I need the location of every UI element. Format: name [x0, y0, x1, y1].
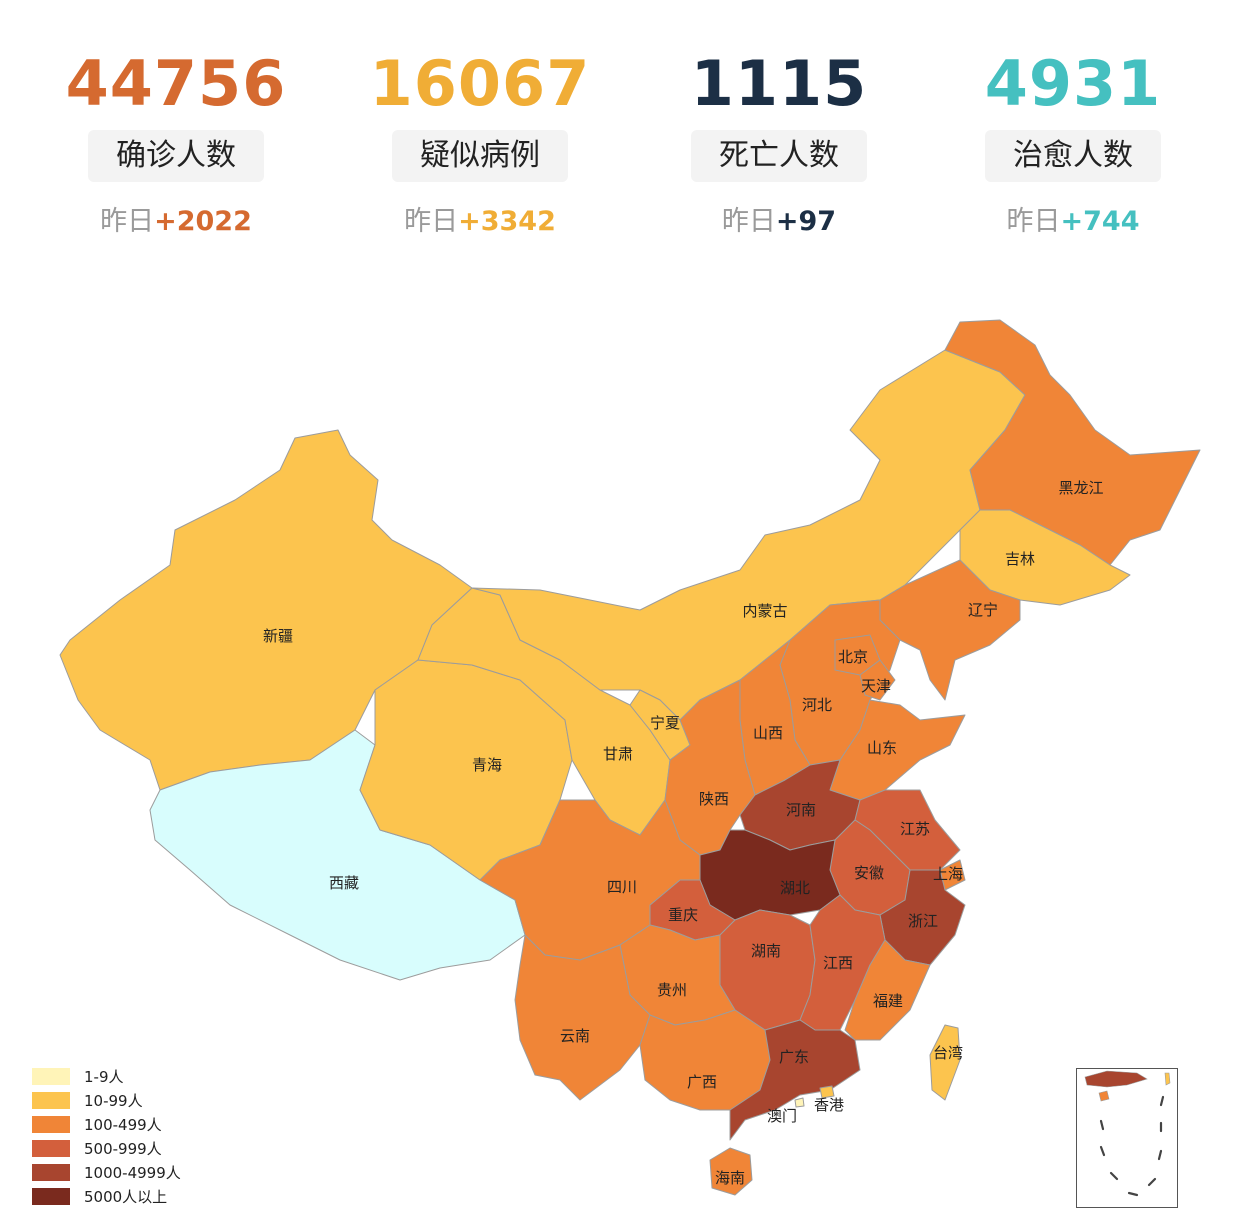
stat-confirmed: 44756 确诊人数 昨日+2022	[26, 48, 326, 240]
recovered-delta: 昨日+744	[923, 204, 1223, 240]
label-guangdong: 广东	[779, 1048, 809, 1066]
stat-suspected: 16067 疑似病例 昨日+3342	[330, 48, 630, 240]
label-shanxi: 山西	[753, 724, 783, 742]
label-hubei: 湖北	[780, 879, 810, 897]
label-shandong: 山东	[867, 739, 897, 757]
label-guangxi: 广西	[687, 1073, 717, 1091]
label-shanghai: 上海	[933, 865, 963, 883]
inset-taiwan	[1164, 1072, 1171, 1086]
recovered-delta-prefix: 昨日	[1006, 206, 1061, 237]
label-zhejiang: 浙江	[908, 912, 938, 930]
region-heilongjiang[interactable]	[944, 319, 1201, 566]
label-liaoning: 辽宁	[968, 601, 998, 619]
legend-item[interactable]: 500-999人	[32, 1136, 181, 1160]
legend-item[interactable]: 10-99人	[32, 1088, 181, 1112]
deaths-delta: 昨日+97	[629, 204, 929, 240]
legend-label: 1-9人	[84, 1067, 124, 1086]
label-hainan: 海南	[715, 1169, 745, 1187]
label-ningxia: 宁夏	[650, 714, 680, 732]
confirmed-label: 确诊人数	[88, 130, 264, 182]
recovered-delta-value: +744	[1060, 206, 1140, 237]
suspected-label: 疑似病例	[392, 130, 568, 182]
label-jiangxi: 江西	[823, 954, 853, 972]
suspected-count: 16067	[369, 47, 591, 120]
stat-deaths: 1115 死亡人数 昨日+97	[629, 48, 929, 240]
legend-swatch	[32, 1139, 70, 1157]
suspected-delta-prefix: 昨日	[404, 206, 459, 237]
legend-swatch	[32, 1115, 70, 1133]
confirmed-delta: 昨日+2022	[26, 204, 326, 240]
nine-dash-line	[1099, 1095, 1165, 1197]
region-guangxi[interactable]	[639, 1009, 771, 1111]
label-jiangsu: 江苏	[900, 820, 930, 838]
label-taiwan: 台湾	[933, 1044, 963, 1062]
legend-label: 500-999人	[84, 1139, 162, 1158]
legend-label: 100-499人	[84, 1115, 162, 1134]
stats-panel: 44756 确诊人数 昨日+2022 16067 疑似病例 昨日+3342 11…	[0, 0, 1246, 270]
legend-label: 5000人以上	[84, 1187, 168, 1206]
inset-map	[1084, 1070, 1171, 1197]
inset-coast	[1084, 1070, 1148, 1088]
south-china-sea-inset	[1076, 1068, 1178, 1208]
legend-swatch	[32, 1091, 70, 1109]
region-fujian[interactable]	[844, 939, 931, 1041]
label-qinghai: 青海	[472, 756, 502, 774]
label-jilin: 吉林	[1005, 550, 1035, 568]
label-guizhou: 贵州	[657, 981, 687, 999]
label-tibet: 西藏	[329, 874, 359, 892]
recovered-label: 治愈人数	[985, 130, 1161, 182]
legend-label: 1000-4999人	[84, 1163, 181, 1182]
label-yunnan: 云南	[560, 1027, 590, 1045]
label-sichuan: 四川	[607, 878, 637, 896]
legend-item[interactable]: 1-9人	[32, 1064, 181, 1088]
label-tianjin: 天津	[861, 677, 891, 695]
legend-swatch	[32, 1067, 70, 1085]
suspected-delta-value: +3342	[458, 206, 556, 237]
label-gansu: 甘肃	[603, 745, 633, 763]
label-chongqing: 重庆	[668, 906, 698, 924]
region-yunnan[interactable]	[514, 934, 651, 1101]
label-macau: 澳门	[767, 1107, 797, 1125]
deaths-label: 死亡人数	[691, 130, 867, 182]
label-shaanxi: 陕西	[699, 790, 729, 808]
suspected-delta: 昨日+3342	[330, 204, 630, 240]
confirmed-delta-value: +2022	[154, 206, 252, 237]
deaths-delta-value: +97	[775, 206, 837, 237]
region-hainan[interactable]	[709, 1147, 753, 1196]
china-map: 新疆 西藏 青海 甘肃 内蒙古 宁夏 黑龙江 吉林 辽宁 北京 天津 河北 山西…	[59, 319, 1201, 1196]
label-hongkong: 香港	[814, 1096, 844, 1114]
confirmed-count: 44756	[65, 47, 287, 120]
legend-label: 10-99人	[84, 1091, 143, 1110]
region-macau[interactable]	[794, 1097, 805, 1108]
label-henan: 河南	[786, 801, 816, 819]
label-xinjiang: 新疆	[263, 627, 293, 645]
deaths-delta-prefix: 昨日	[721, 206, 776, 237]
region-taiwan[interactable]	[929, 1024, 961, 1101]
label-anhui: 安徽	[854, 864, 884, 882]
legend-item[interactable]: 5000人以上	[32, 1184, 181, 1208]
map-legend: 1-9人 10-99人 100-499人 500-999人 1000-4999人…	[32, 1064, 181, 1208]
region-hongkong[interactable]	[819, 1085, 835, 1099]
label-beijing: 北京	[838, 648, 868, 666]
legend-item[interactable]: 100-499人	[32, 1112, 181, 1136]
label-hebei: 河北	[802, 696, 832, 714]
label-fujian: 福建	[873, 992, 903, 1010]
confirmed-delta-prefix: 昨日	[100, 206, 155, 237]
deaths-count: 1115	[690, 47, 868, 120]
region-tianjin[interactable]	[859, 659, 896, 701]
legend-item[interactable]: 1000-4999人	[32, 1160, 181, 1184]
stat-recovered: 4931 治愈人数 昨日+744	[923, 48, 1223, 240]
recovered-count: 4931	[984, 47, 1162, 120]
legend-swatch	[32, 1187, 70, 1205]
label-inner-mongolia: 内蒙古	[742, 602, 787, 620]
label-hunan: 湖南	[751, 942, 781, 960]
label-heilongjiang: 黑龙江	[1058, 479, 1103, 497]
region-guangdong[interactable]	[729, 1019, 861, 1141]
inset-hainan	[1098, 1090, 1110, 1102]
legend-swatch	[32, 1163, 70, 1181]
